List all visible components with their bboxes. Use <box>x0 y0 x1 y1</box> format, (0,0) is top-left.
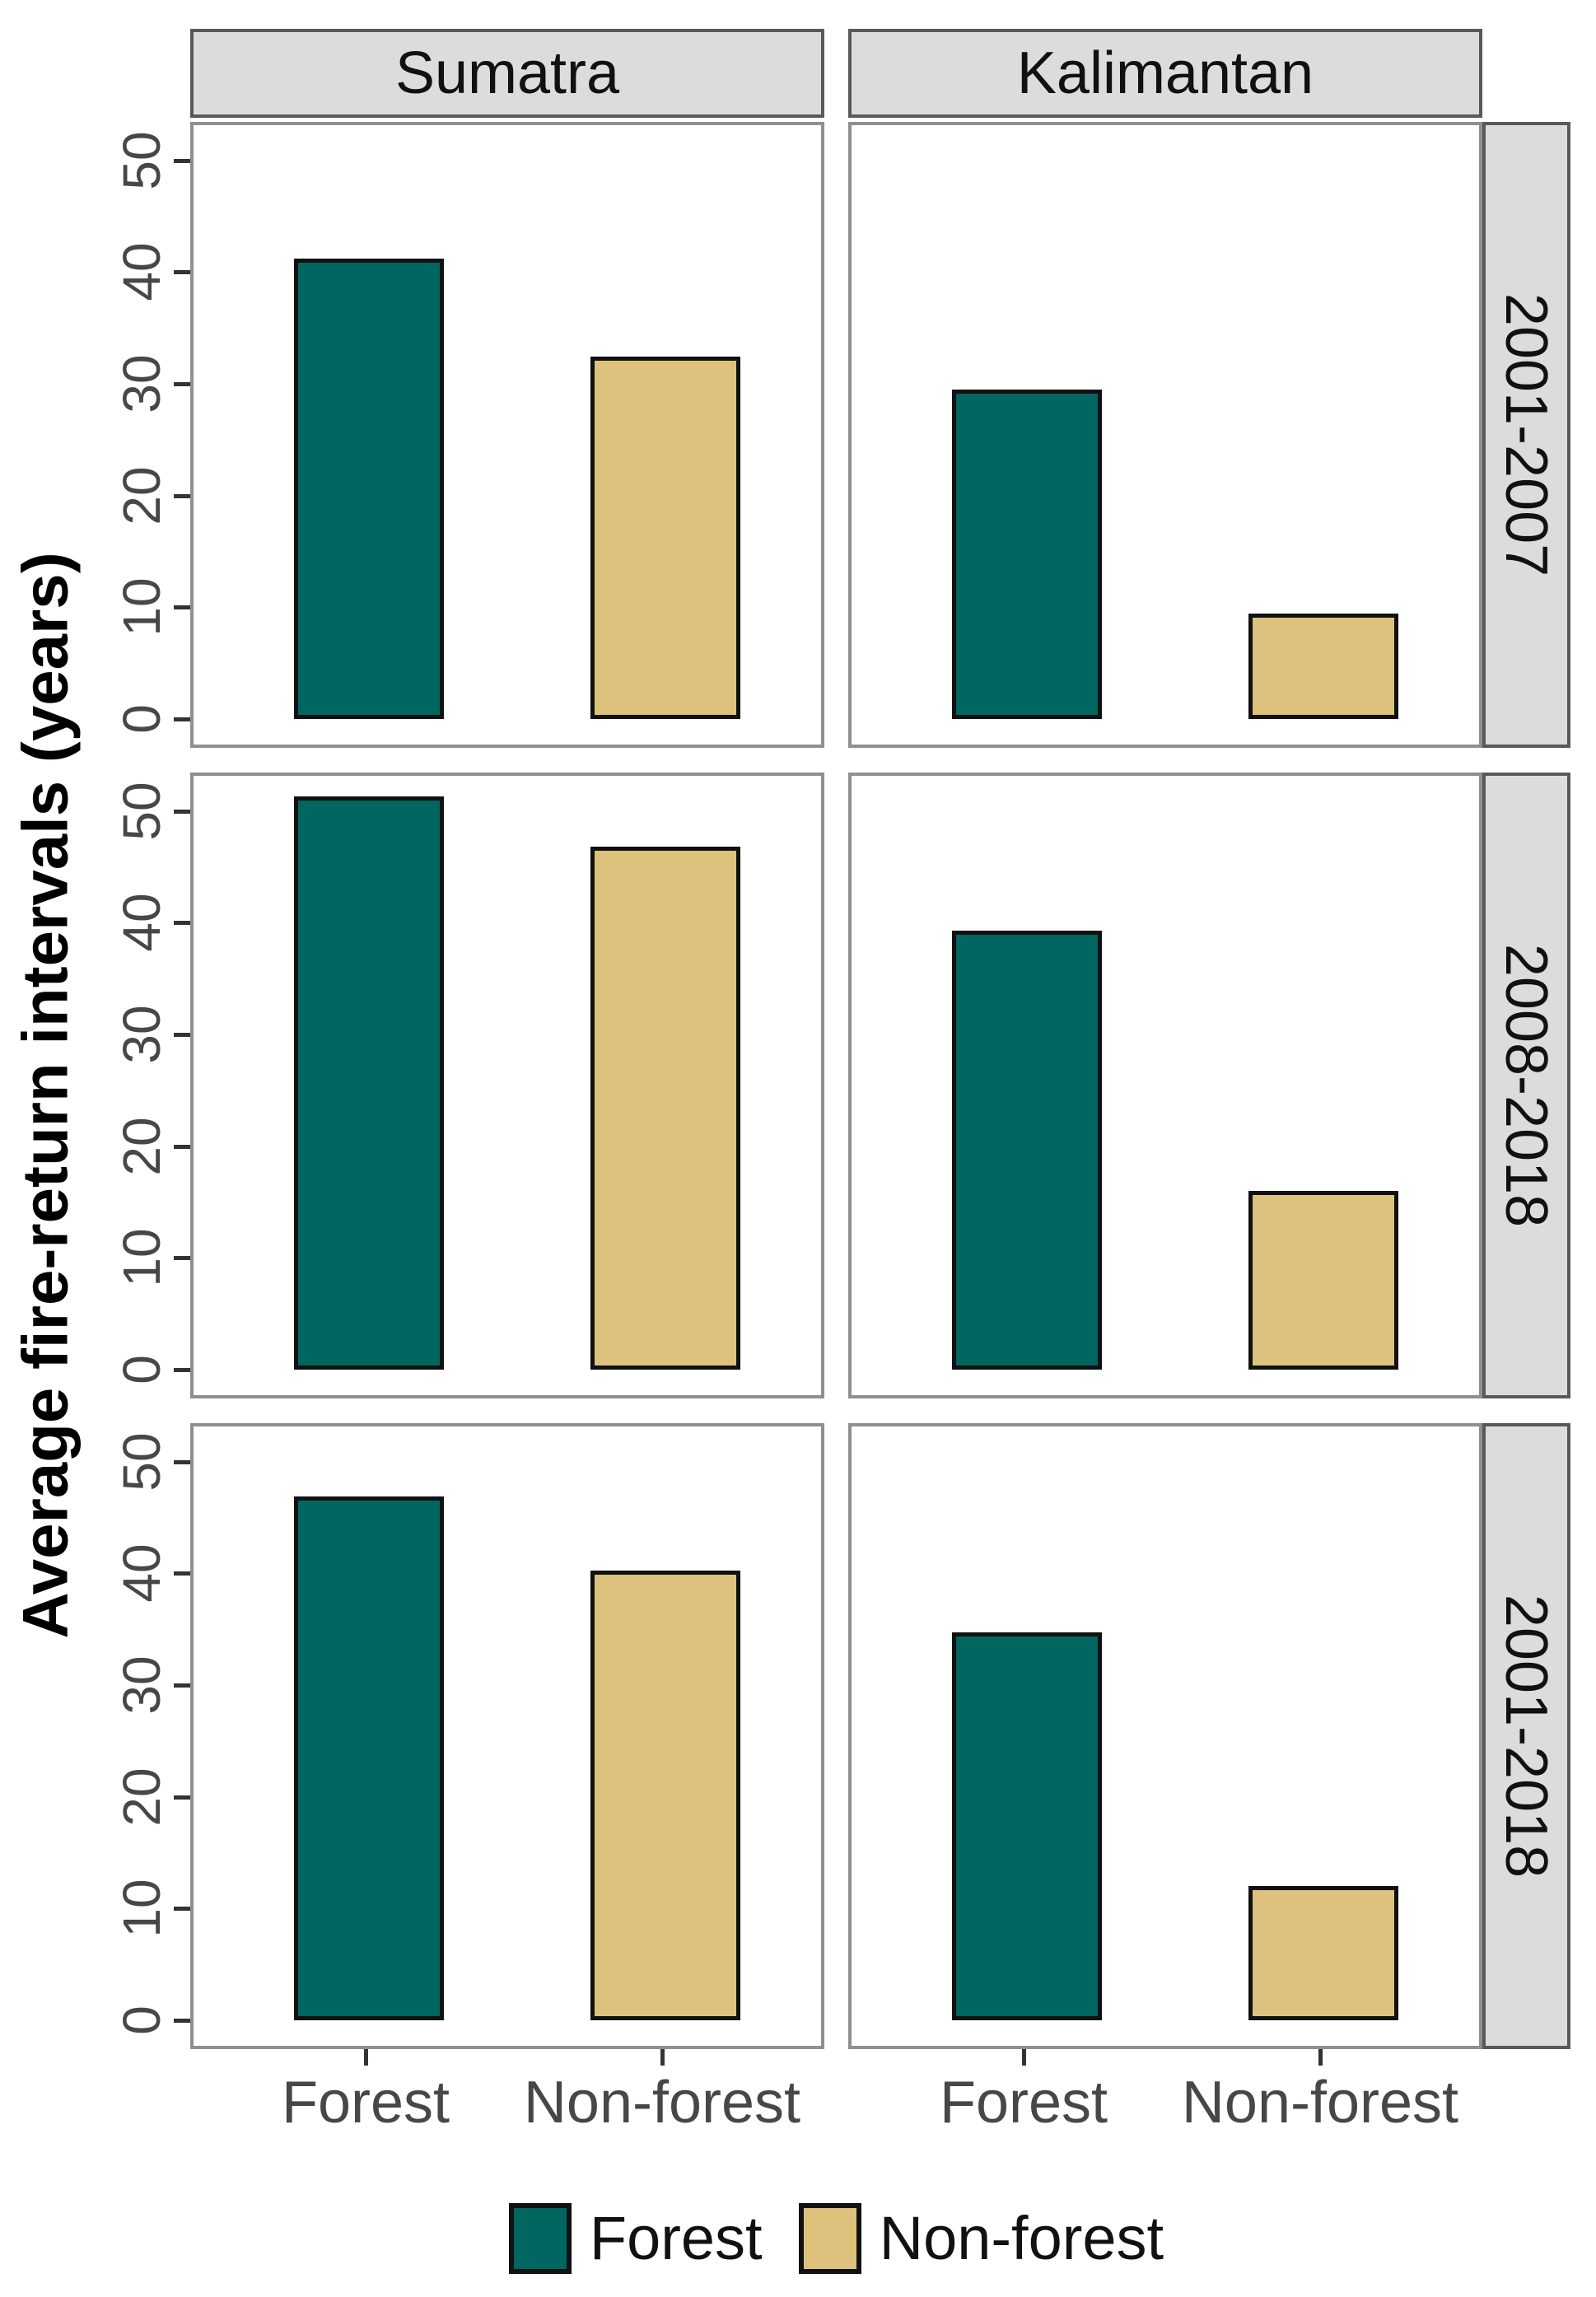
y-tick-label: 30 <box>112 1655 171 1715</box>
y-tick-mark <box>174 270 190 275</box>
panel-sumatra-2001-2007 <box>190 122 824 748</box>
facet-strip-top: Sumatra <box>190 29 824 118</box>
y-tick-mark <box>174 809 190 814</box>
y-tick-mark <box>174 1256 190 1261</box>
panel-sumatra-2001-2018 <box>190 1423 824 2049</box>
facet-strip-right: 2008-2018 <box>1482 773 1570 1398</box>
x-tick-mark <box>1318 2049 1323 2066</box>
y-tick-mark <box>174 1795 190 1800</box>
facet-strip-top: Kalimantan <box>848 29 1482 118</box>
y-tick-label: 10 <box>112 1228 171 1287</box>
legend-entry-forest: Forest <box>508 2202 763 2274</box>
y-tick-label: 50 <box>112 1431 171 1492</box>
bar-forest <box>952 931 1102 1370</box>
y-tick-label: 40 <box>112 893 171 952</box>
x-tick-label: Forest <box>281 2070 450 2136</box>
legend-label-non-forest: Non-forest <box>879 2204 1164 2272</box>
bar-non-forest <box>1248 614 1398 719</box>
bar-forest <box>952 1632 1102 2020</box>
panel-kalimantan-2008-2018 <box>848 773 1482 1398</box>
y-tick-label: 50 <box>112 781 171 841</box>
y-tick-label: 0 <box>112 2005 171 2035</box>
bar-forest <box>294 1496 444 2020</box>
facet-strip-right: 2001-2007 <box>1482 122 1570 748</box>
x-tick-mark <box>1022 2049 1026 2066</box>
facet-strip-top-label: Sumatra <box>394 40 620 106</box>
y-tick-mark <box>174 1144 190 1149</box>
x-tick-mark <box>660 2049 665 2066</box>
y-tick-mark <box>174 1571 190 1576</box>
bar-non-forest <box>1248 1886 1398 2020</box>
y-tick-mark <box>174 2019 190 2023</box>
y-tick-mark <box>174 921 190 926</box>
legend: Forest Non-forest <box>190 2183 1482 2294</box>
x-tick-label: Forest <box>939 2070 1108 2136</box>
y-tick-mark <box>174 1683 190 1688</box>
bar-forest <box>294 796 444 1370</box>
y-tick-label: 40 <box>112 242 171 301</box>
bar-non-forest <box>1248 1191 1398 1370</box>
x-tick-label: Non-forest <box>523 2070 801 2136</box>
bar-non-forest <box>590 1571 740 2020</box>
y-tick-mark <box>174 493 190 498</box>
facet-strip-right-label: 2008-2018 <box>1493 943 1560 1228</box>
y-tick-label: 20 <box>112 466 171 525</box>
y-tick-mark <box>174 1907 190 1912</box>
bar-non-forest <box>590 847 740 1370</box>
y-tick-label: 0 <box>112 1355 171 1384</box>
panel-kalimantan-2001-2007 <box>848 122 1482 748</box>
y-tick-label: 20 <box>112 1767 171 1827</box>
y-tick-label: 20 <box>112 1117 171 1176</box>
y-tick-mark <box>174 158 190 163</box>
y-tick-label: 10 <box>112 1879 171 1938</box>
legend-label-forest: Forest <box>589 2204 763 2272</box>
y-tick-mark <box>174 605 190 610</box>
y-tick-label: 10 <box>112 577 171 637</box>
facet-strip-top-label: Kalimantan <box>1016 40 1314 106</box>
y-tick-mark <box>174 1459 190 1464</box>
x-tick-label: Non-forest <box>1181 2070 1459 2136</box>
y-tick-label: 0 <box>112 704 171 734</box>
panel-sumatra-2008-2018 <box>190 773 824 1398</box>
y-tick-mark <box>174 717 190 721</box>
y-tick-label: 30 <box>112 354 171 413</box>
y-tick-mark <box>174 1368 190 1372</box>
y-tick-label: 30 <box>112 1005 171 1064</box>
legend-entry-non-forest: Non-forest <box>798 2202 1164 2274</box>
bar-non-forest <box>590 357 740 719</box>
legend-swatch-forest <box>508 2202 572 2274</box>
bar-forest <box>294 259 444 719</box>
legend-swatch-non-forest <box>798 2202 861 2274</box>
bar-forest <box>952 390 1102 719</box>
y-tick-label: 40 <box>112 1543 171 1603</box>
x-tick-mark <box>364 2049 368 2066</box>
facet-strip-right-label: 2001-2018 <box>1493 1594 1560 1879</box>
y-tick-label: 50 <box>112 130 171 190</box>
facet-strip-right: 2001-2018 <box>1482 1423 1570 2049</box>
y-tick-mark <box>174 1032 190 1037</box>
y-tick-mark <box>174 381 190 386</box>
panel-kalimantan-2001-2018 <box>848 1423 1482 2049</box>
facet-strip-right-label: 2001-2007 <box>1493 292 1560 577</box>
y-axis-title: Average fire-return intervals (years) <box>8 552 82 1639</box>
